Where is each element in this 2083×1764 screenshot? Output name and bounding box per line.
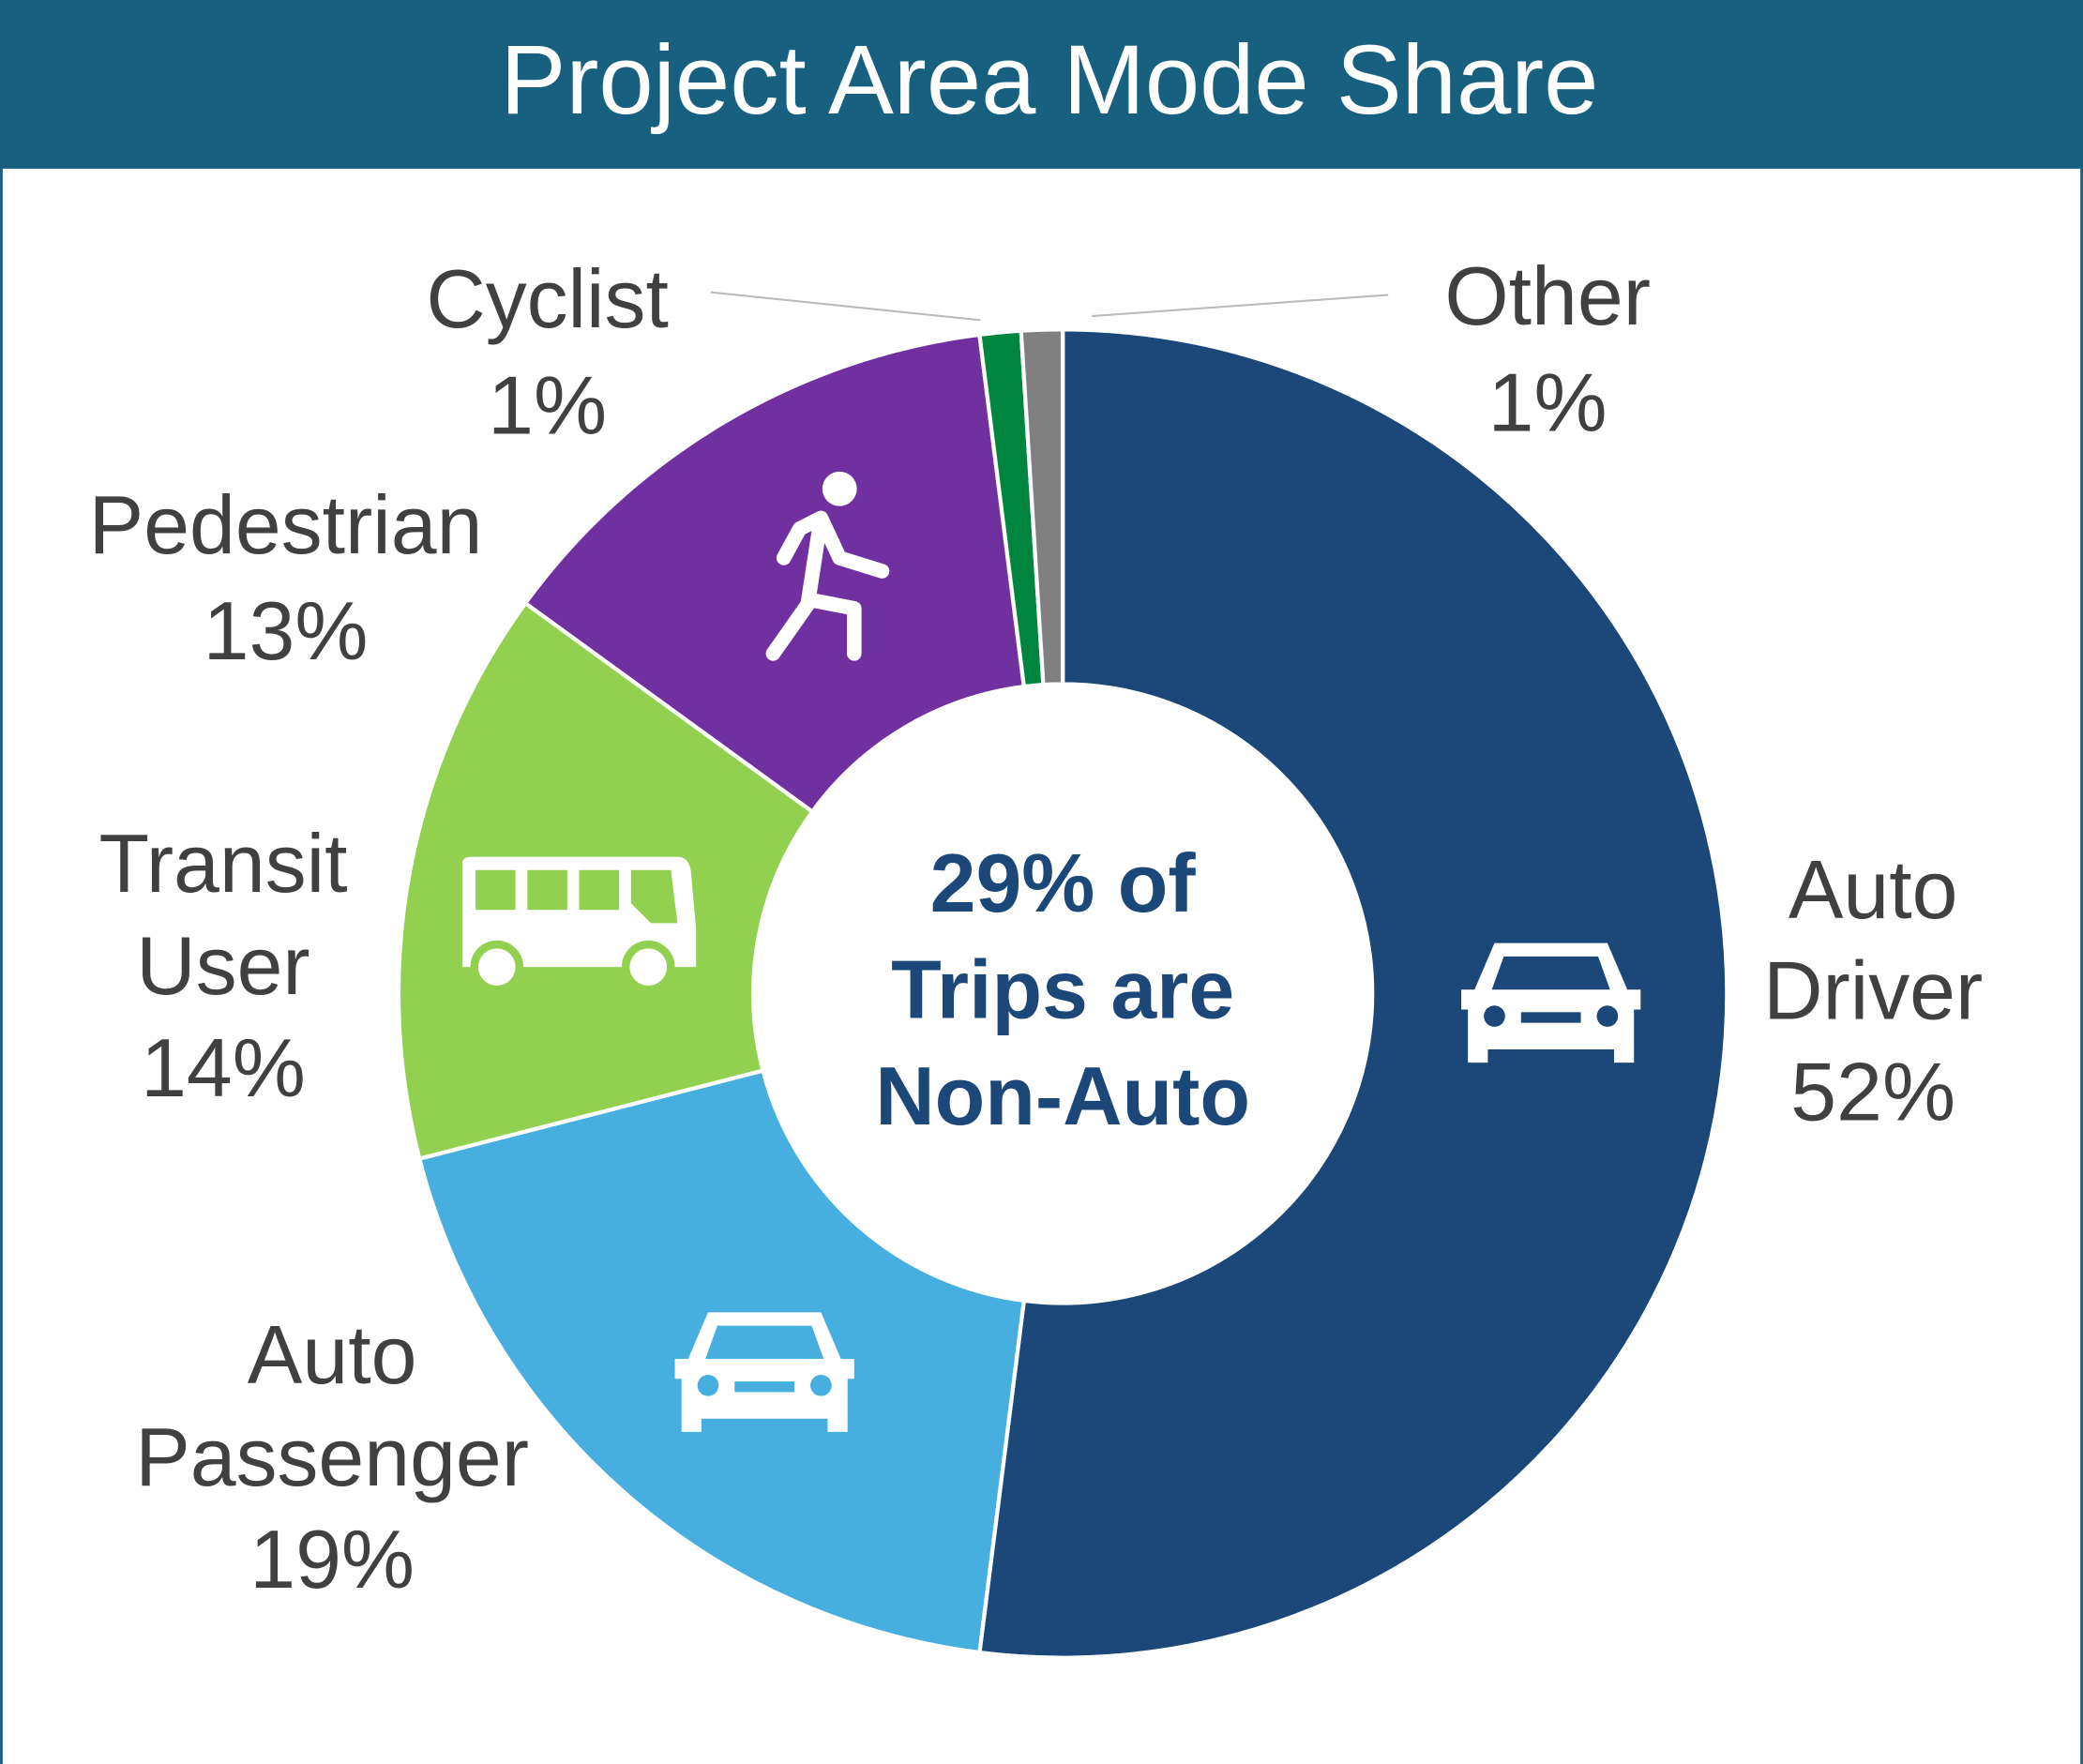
title-bar — [0, 0, 2083, 169]
category-label: Other — [1444, 250, 1651, 342]
value-label: 1% — [488, 359, 607, 451]
donut — [396, 327, 1729, 1660]
category-label: Auto Passenger — [135, 1309, 529, 1503]
category-label: Auto Driver — [1763, 844, 1983, 1037]
category-label: Cyclist — [426, 253, 669, 345]
value-label: 52% — [1790, 1047, 1955, 1138]
center-annotation: 29% of — [930, 837, 1197, 929]
value-label: 14% — [141, 1022, 306, 1114]
center-annotation: Trips are — [891, 944, 1234, 1036]
leader-line — [710, 291, 981, 322]
slice — [522, 332, 1027, 815]
car-icon — [674, 1312, 854, 1432]
center-annotation: Non-Auto — [875, 1050, 1250, 1142]
value-label: 19% — [249, 1514, 415, 1606]
value-label: 1% — [1488, 356, 1608, 448]
slice — [977, 327, 1729, 1660]
pedestrian-icon — [765, 471, 890, 661]
chart-title: Project Area Mode Share — [501, 25, 1599, 135]
category-label: Transit User — [98, 818, 347, 1012]
category-label: Pedestrian — [89, 479, 483, 571]
bus-icon — [461, 856, 697, 994]
value-label: 13% — [204, 585, 369, 677]
leader-line — [1092, 294, 1389, 318]
slice — [1019, 327, 1065, 687]
car-icon — [1461, 942, 1641, 1063]
